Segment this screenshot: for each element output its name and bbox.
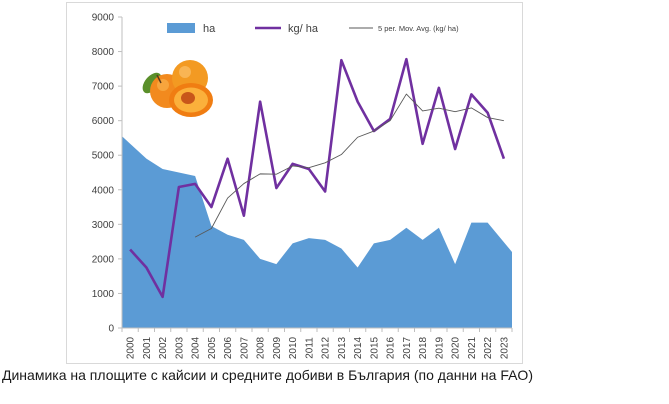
x-tick-label: 2020 (451, 336, 462, 359)
x-tick-label: 2014 (353, 336, 364, 359)
line-series-moving-average (194, 93, 504, 238)
x-tick-label: 2006 (223, 336, 234, 359)
x-tick-label: 2002 (158, 336, 169, 359)
chart-frame: 0 1000 2000 3000 4000 5000 6000 7000 8000 9000 200… (66, 2, 523, 364)
x-tick-label: 2000 (126, 336, 137, 359)
y-tick-label: 2000 (92, 254, 115, 265)
x-tick-label: 2021 (467, 336, 478, 359)
x-tick-label: 2004 (191, 336, 202, 359)
x-tick-label: 2005 (207, 336, 218, 359)
chart-caption: Динамика на площите с кайсии и средните … (2, 367, 533, 383)
y-tick-label: 4000 (92, 185, 115, 196)
x-tick-label: 2003 (174, 336, 185, 359)
y-tick-label: 3000 (92, 220, 115, 231)
x-tick-label: 2011 (304, 337, 315, 359)
x-tick-label: 2001 (142, 336, 153, 359)
y-tick-label: 7000 (92, 82, 115, 93)
line-series-kg-ha (129, 57, 506, 299)
x-tick-label: 2015 (369, 336, 380, 359)
y-tick-label: 8000 (92, 47, 115, 58)
chart: 0 1000 2000 3000 4000 5000 6000 7000 8000 9000 200… (92, 13, 513, 359)
y-tick-label: 6000 (92, 116, 115, 127)
x-tick-label: 2022 (483, 336, 494, 359)
x-tick-label: 2017 (402, 336, 413, 359)
x-tick-label: 2008 (256, 336, 267, 359)
x-tick-label: 2016 (386, 336, 397, 359)
x-tick-label: 2019 (434, 336, 445, 359)
legend-label-ha: ha (203, 23, 216, 35)
y-tick-label: 9000 (92, 13, 115, 24)
y-tick-label: 1000 (92, 289, 115, 300)
x-tick-label: 2018 (418, 336, 429, 359)
x-tick-label: 2013 (337, 336, 348, 359)
legend-label-kg-ha: kg/ ha (288, 23, 319, 35)
y-tick-label: 5000 (92, 151, 115, 162)
x-tick-label: 2012 (321, 336, 332, 359)
legend-label-moving-average: 5 per. Mov. Avg. (kg/ ha) (378, 24, 459, 33)
area-series-ha (122, 136, 512, 328)
y-tick-label: 0 (108, 324, 114, 335)
legend-swatch-ha (167, 23, 195, 33)
x-tick-label: 2010 (288, 336, 299, 359)
apricot-illustration-icon (142, 60, 213, 117)
x-tick-label: 2007 (239, 336, 250, 359)
x-tick-label: 2023 (499, 336, 510, 359)
x-tick-label: 2009 (272, 336, 283, 359)
